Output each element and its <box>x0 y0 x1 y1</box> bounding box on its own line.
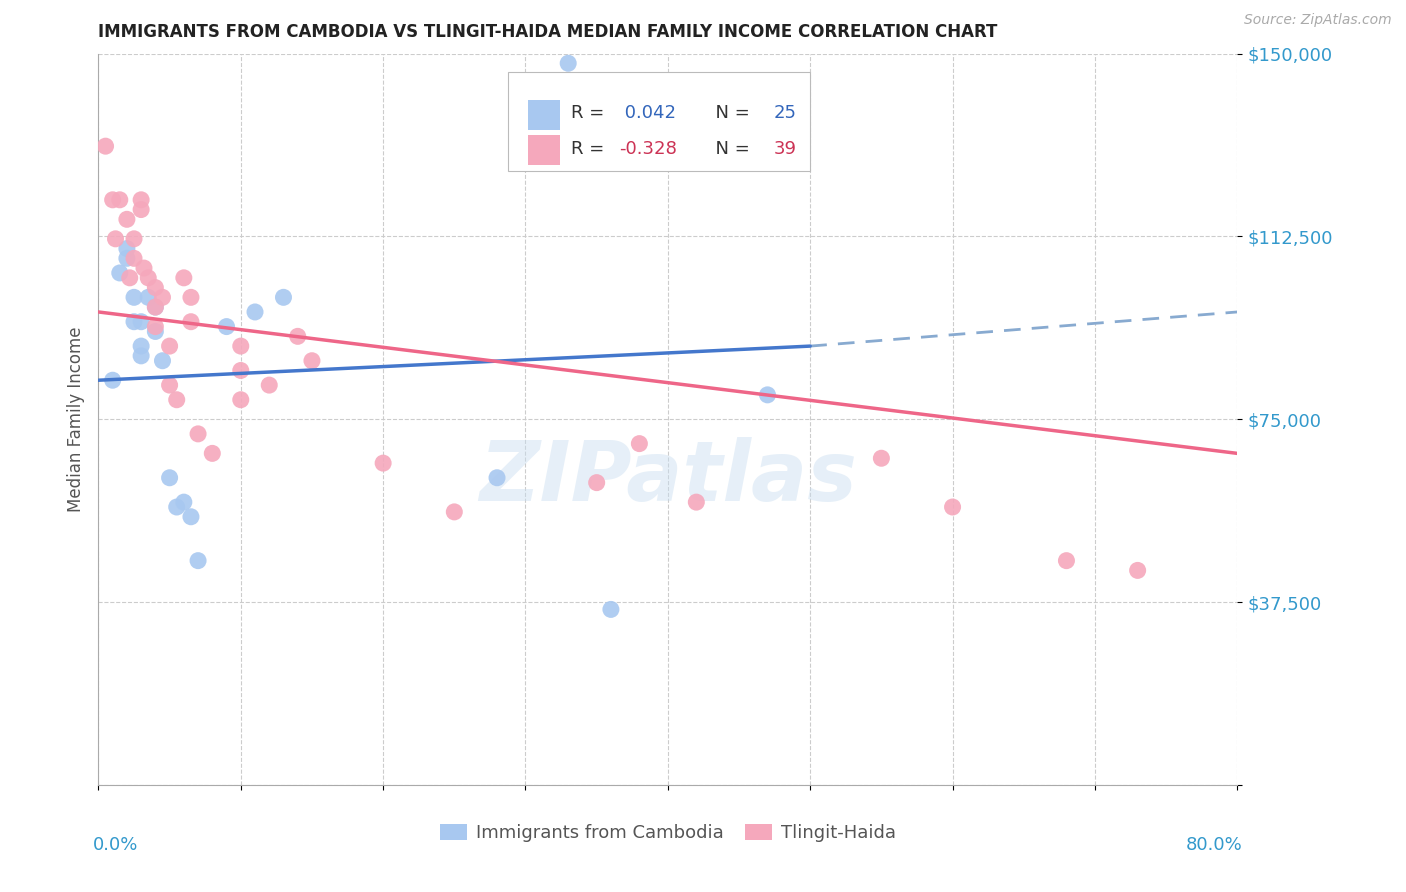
Point <box>259 378 281 392</box>
Point <box>115 242 138 256</box>
Point <box>101 373 124 387</box>
Point <box>136 290 159 304</box>
Point <box>136 270 159 285</box>
Point <box>108 266 131 280</box>
Point <box>159 471 181 485</box>
Text: R =: R = <box>571 140 610 158</box>
Point <box>122 290 145 304</box>
Point <box>229 363 252 377</box>
Point <box>122 232 145 246</box>
Point <box>870 451 893 466</box>
Point <box>173 495 195 509</box>
Point <box>145 325 167 339</box>
Point <box>180 315 202 329</box>
Point <box>486 471 509 485</box>
Point <box>129 315 152 329</box>
Text: ZIPatlas: ZIPatlas <box>479 437 856 518</box>
Point <box>173 270 195 285</box>
Point <box>215 319 238 334</box>
Text: N =: N = <box>704 140 756 158</box>
Point <box>145 319 167 334</box>
Point <box>187 554 209 568</box>
Point <box>557 56 579 70</box>
Point <box>129 202 152 217</box>
Point <box>108 193 131 207</box>
Point <box>243 305 266 319</box>
Point <box>187 426 209 441</box>
Point <box>129 193 152 207</box>
Point <box>942 500 965 514</box>
Point <box>229 392 252 407</box>
Point <box>273 290 295 304</box>
Point <box>180 509 202 524</box>
Point <box>756 388 779 402</box>
Point <box>287 329 309 343</box>
Text: -0.328: -0.328 <box>619 140 676 158</box>
Point <box>301 353 323 368</box>
Point <box>159 378 181 392</box>
Bar <box>527 100 560 130</box>
Point <box>94 139 117 153</box>
Text: 80.0%: 80.0% <box>1187 836 1243 855</box>
Point <box>152 353 174 368</box>
Point <box>145 300 167 314</box>
Point <box>180 290 202 304</box>
Point <box>145 280 167 294</box>
Point <box>159 339 181 353</box>
Point <box>145 300 167 314</box>
Text: 0.042: 0.042 <box>619 104 676 122</box>
Point <box>373 456 395 470</box>
Point <box>132 261 155 276</box>
Point <box>129 339 152 353</box>
Text: N =: N = <box>704 104 756 122</box>
Point <box>166 392 188 407</box>
Text: Source: ZipAtlas.com: Source: ZipAtlas.com <box>1244 13 1392 28</box>
Bar <box>527 135 560 165</box>
Text: 39: 39 <box>773 140 797 158</box>
Point <box>600 602 623 616</box>
Point <box>122 315 145 329</box>
Point <box>628 436 651 450</box>
Point <box>1126 563 1149 577</box>
Point <box>152 290 174 304</box>
Text: IMMIGRANTS FROM CAMBODIA VS TLINGIT-HAIDA MEDIAN FAMILY INCOME CORRELATION CHART: IMMIGRANTS FROM CAMBODIA VS TLINGIT-HAID… <box>98 23 998 41</box>
Point <box>1056 554 1078 568</box>
Point <box>229 339 252 353</box>
Point <box>104 232 127 246</box>
Point <box>201 446 224 460</box>
Legend: Immigrants from Cambodia, Tlingit-Haida: Immigrants from Cambodia, Tlingit-Haida <box>432 816 904 849</box>
Point <box>166 500 188 514</box>
Point <box>122 252 145 266</box>
Point <box>115 252 138 266</box>
Point <box>129 349 152 363</box>
Text: 0.0%: 0.0% <box>93 836 138 855</box>
Point <box>585 475 607 490</box>
Point <box>443 505 465 519</box>
FancyBboxPatch shape <box>509 72 810 170</box>
Text: 25: 25 <box>773 104 797 122</box>
Point <box>685 495 707 509</box>
Point <box>115 212 138 227</box>
Y-axis label: Median Family Income: Median Family Income <box>66 326 84 512</box>
Point <box>101 193 124 207</box>
Point <box>118 270 141 285</box>
Text: R =: R = <box>571 104 610 122</box>
